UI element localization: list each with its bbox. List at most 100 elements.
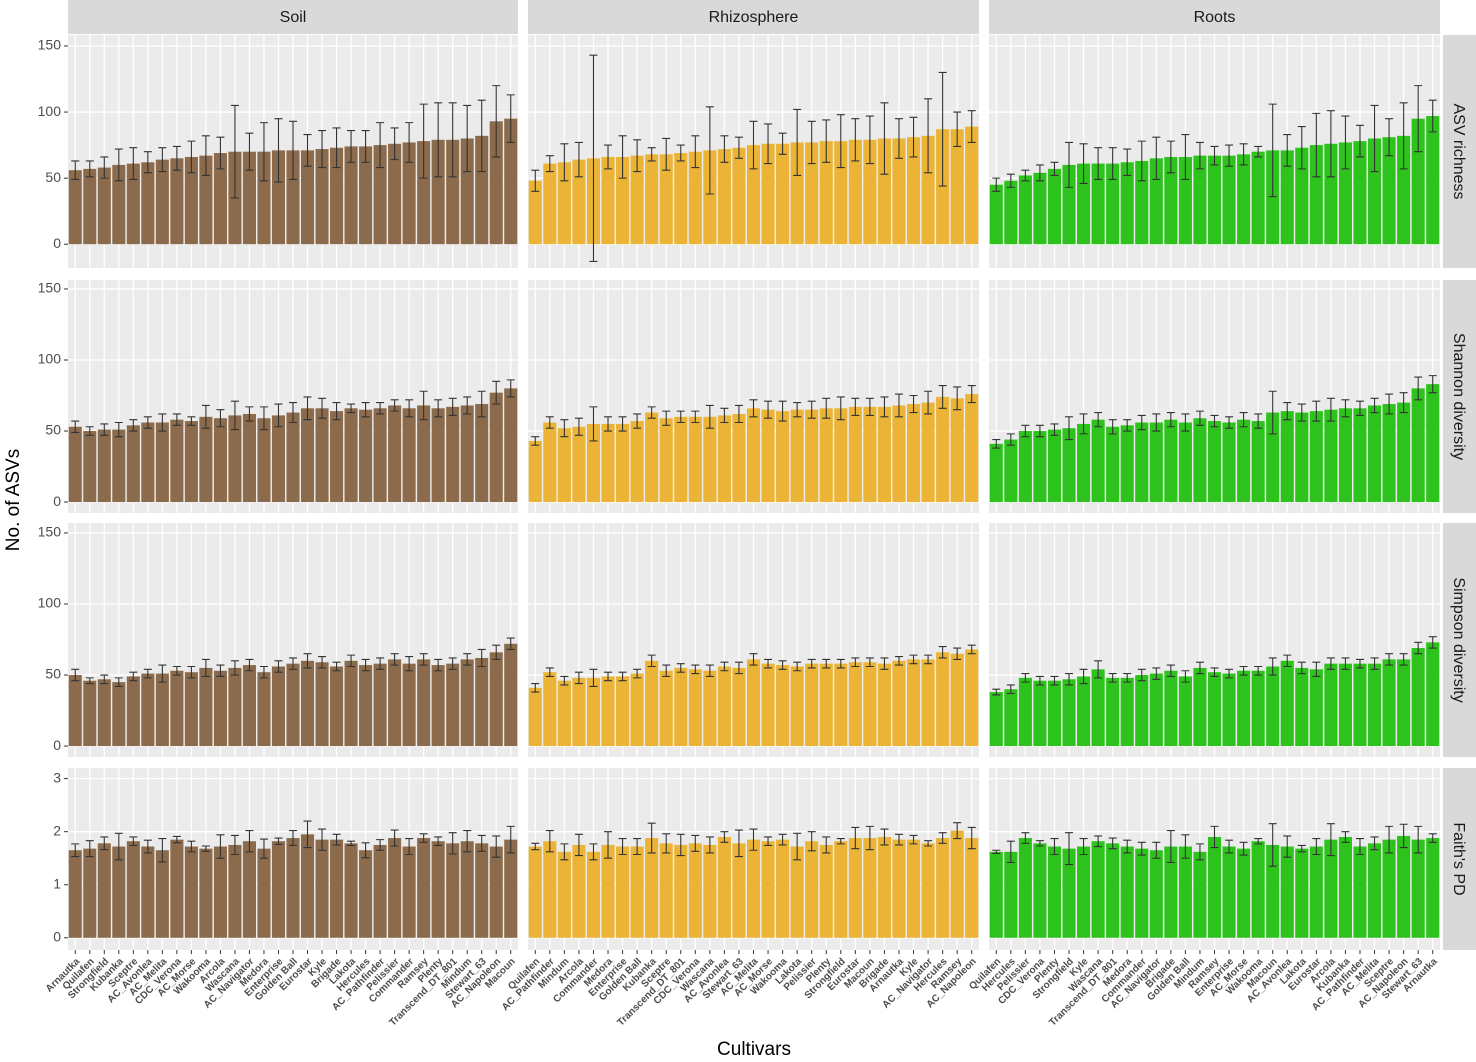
error-bar [1428,99,1437,133]
error-bar [1079,143,1088,184]
bar [906,659,921,747]
error-bar [114,832,123,861]
error-bar [1108,837,1117,850]
bar [1222,422,1236,503]
error-bar [1297,661,1306,675]
y-tick-label: 100 [38,595,62,611]
error-bar [720,135,729,163]
error-bar [953,647,962,660]
error-bar [463,830,472,853]
strip [989,0,1440,34]
bar [717,415,731,503]
error-bar [1283,835,1292,858]
error-bar [216,409,225,428]
bar [1207,672,1222,747]
error-bar [1414,825,1423,854]
bar [528,180,542,245]
error-bar [1035,675,1044,686]
bar [489,121,503,245]
error-bar [419,833,428,843]
error-bar [1166,830,1175,863]
error-bar [1210,667,1219,677]
bar [1338,663,1352,747]
error-bar [836,396,845,421]
error-bar [1268,103,1277,198]
error-bar [967,110,976,143]
error-bar [419,103,428,179]
error-bar [143,151,152,174]
bar [446,406,460,503]
y-tick-label: 50 [45,169,61,185]
bar [659,418,673,503]
error-bar [376,402,385,415]
error-bar [1239,412,1248,428]
bar [630,673,644,747]
bar [1149,850,1163,938]
bar [543,841,557,938]
error-bar [836,114,845,169]
error-bar [734,136,743,159]
bar [906,404,921,503]
bar [97,167,111,245]
y-tick-label: 0 [53,493,61,509]
bar [746,145,761,245]
error-bar [720,831,729,843]
error-bar [347,654,356,668]
error-bar [1166,412,1175,428]
bar [330,147,344,245]
error-bar [1326,823,1335,857]
error-bar [734,661,743,675]
bar [732,413,746,503]
error-bar [85,840,94,858]
bar [141,422,155,503]
error-bar [924,390,933,415]
bar [1018,431,1032,503]
error-bar [1312,661,1321,677]
bar [1309,411,1323,503]
bar [1280,411,1294,503]
error-bar [405,122,414,163]
error-bar [1268,657,1277,676]
bar [300,834,315,938]
bar [1033,172,1047,245]
bar [1426,116,1440,245]
bar [601,156,615,245]
bar [213,153,227,245]
bar [155,850,169,938]
bar [184,846,198,938]
bar [1324,839,1338,938]
bar [271,150,286,245]
error-bar [158,664,167,683]
bar [1237,670,1251,747]
error-bar [793,832,802,861]
error-bar [245,658,254,672]
bar [199,848,213,938]
bar [97,843,111,938]
bar [659,670,673,747]
error-bar [560,843,569,861]
error-bar [492,644,501,660]
error-bar [647,822,656,854]
bar [761,143,775,245]
bar [1004,689,1018,747]
error-bar [1021,424,1030,438]
error-bar [778,132,787,155]
error-bar [1065,832,1074,866]
error-bar [492,380,501,405]
bar [936,652,950,747]
strip-label: ASV richness [1450,103,1467,199]
error-bar [303,133,312,167]
bar [776,839,790,938]
bar [1120,677,1134,747]
bar [1164,846,1178,938]
error-bar [1152,841,1161,859]
error-bar [633,139,642,173]
bar [688,669,702,747]
error-bar [274,837,283,845]
bar [417,659,431,747]
bar [315,408,329,503]
bar [1324,663,1338,747]
bar [155,422,169,503]
error-bar [894,833,903,846]
bar [257,418,271,503]
